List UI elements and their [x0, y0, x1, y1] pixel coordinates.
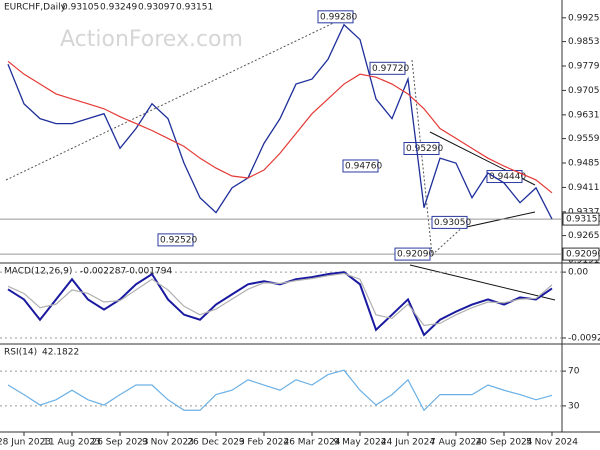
- level-label: 0.93050: [434, 218, 471, 228]
- series-line: [7, 23, 553, 220]
- level-label-box: [403, 141, 440, 155]
- level-label: 0.97720: [372, 64, 409, 74]
- header-value: 0.93151: [176, 3, 213, 13]
- macd-value: -0.001794: [126, 267, 172, 277]
- trend-line: [411, 59, 433, 256]
- header-value: 0.93105: [62, 3, 99, 13]
- macd-value: -0.002287: [80, 267, 126, 277]
- level-label: 0.92520: [160, 235, 197, 245]
- x-tick-label: 9 Feb 2024: [239, 438, 290, 448]
- rsi-title: RSI(14): [4, 348, 37, 358]
- y-tick-label: -0.009252: [568, 333, 600, 343]
- level-label: 0.94440: [489, 172, 526, 182]
- x-tick-label: 26 Mar 2024: [283, 438, 340, 448]
- level-value: 0.93151: [566, 215, 600, 225]
- level-label-box: [157, 233, 194, 247]
- level-value: 0.92090: [566, 250, 600, 260]
- x-tick-label: 11 Aug 2023: [43, 438, 101, 448]
- level-label-box: [317, 10, 354, 24]
- level-label-box: [369, 61, 406, 75]
- header-value: 0.93249: [100, 3, 137, 13]
- level-label: 0.94760: [345, 161, 382, 171]
- series-line: [7, 271, 553, 337]
- x-tick-label: 28 Jun 2023: [0, 438, 51, 448]
- level-box: [562, 212, 600, 226]
- x-tick-label: 9 May 2024: [334, 438, 387, 448]
- x-tick-label: 5 Nov 2024: [526, 438, 578, 448]
- trend-line: [409, 264, 556, 301]
- x-tick-label: 26 Dec 2023: [187, 438, 245, 448]
- level-label-box: [394, 247, 431, 261]
- x-tick-label: 20 Sep 2024: [475, 438, 532, 448]
- level-box: [562, 247, 600, 261]
- watermark: ActionForex.com: [60, 27, 243, 52]
- y-tick-label: 70: [568, 367, 580, 377]
- header-value: 0.93097: [138, 3, 175, 13]
- trend-line: [461, 211, 536, 229]
- series-line: [7, 60, 553, 194]
- x-tick-label: 7 Aug 2024: [430, 438, 482, 448]
- level-label-box: [431, 215, 468, 229]
- series-line: [7, 369, 553, 412]
- trend-line: [5, 15, 349, 181]
- rsi-value: 42.1822: [42, 348, 79, 358]
- x-tick-label: 26 Sep 2023: [91, 438, 148, 448]
- y-tick-label: 30: [568, 401, 580, 411]
- macd-title: MACD(12,26,9): [4, 267, 72, 277]
- level-label: 0.92090: [397, 250, 434, 260]
- y-tick-label: 0.00: [568, 268, 588, 278]
- level-label: 0.95290: [406, 144, 443, 154]
- x-tick-label: 9 Nov 2023: [142, 438, 194, 448]
- header-symbol: EURCHF,Daily: [4, 3, 67, 13]
- x-tick-label: 24 Jun 2024: [381, 438, 435, 448]
- level-label-box: [342, 159, 379, 173]
- series-line: [7, 272, 553, 327]
- trend-line: [431, 224, 466, 256]
- level-label: 0.99280: [320, 12, 357, 22]
